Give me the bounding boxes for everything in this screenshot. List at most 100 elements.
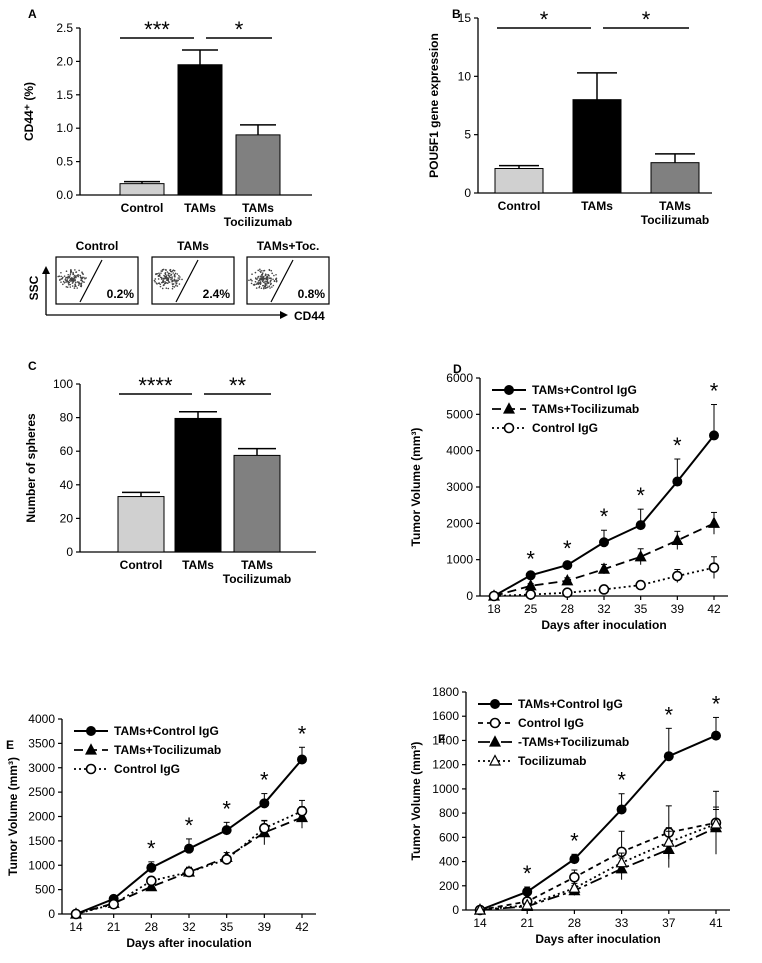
flow-event <box>71 285 74 287</box>
flow-event <box>275 273 277 276</box>
y-tick-label: 4000 <box>28 712 55 726</box>
flow-event <box>161 270 163 272</box>
point <box>488 590 500 602</box>
point <box>521 898 534 910</box>
flow-event <box>156 272 159 275</box>
x-tick-label: 42 <box>707 602 721 616</box>
point <box>708 562 720 573</box>
series-line <box>479 823 717 911</box>
category-label: TAMs <box>581 199 613 213</box>
point <box>297 754 307 765</box>
bar-chart-C: C 0 20 40 60 80 100 Number of spheres Control TAM… <box>24 359 316 586</box>
flow-event <box>162 279 165 281</box>
category-label: Control <box>120 558 163 572</box>
legend-entry: TAMs+Control IgG <box>532 383 637 397</box>
flow-event <box>176 273 179 275</box>
point <box>503 402 515 414</box>
flow-event <box>67 273 70 276</box>
flow-x-label: CD44 <box>294 309 325 323</box>
flow-y-label: SSC <box>27 275 41 300</box>
bar <box>177 64 223 196</box>
flow-event <box>161 287 164 290</box>
flow-event <box>172 272 175 274</box>
flow-event <box>273 274 275 277</box>
flow-event <box>267 274 270 277</box>
y-tick-label: 3000 <box>28 761 55 775</box>
flow-event <box>264 280 266 283</box>
flow-event <box>250 282 253 285</box>
y-tick-label: 1000 <box>446 553 473 567</box>
flow-event <box>162 284 165 286</box>
point <box>489 717 501 729</box>
flow-event <box>65 286 68 288</box>
flow-event <box>80 279 82 281</box>
flow-event <box>252 283 255 286</box>
line-chart-F: F 0 200 400 600 800 1000 1200 1400 1600 1800 14 21 28… <box>409 685 730 946</box>
category-label: Tocilizumab <box>224 215 292 229</box>
flow-event <box>83 281 85 283</box>
category-label: Control <box>498 199 541 213</box>
category-label: TAMs <box>184 201 216 215</box>
flow-event <box>264 285 266 288</box>
y-tick-label: 0 <box>464 186 471 200</box>
point <box>86 726 96 736</box>
flow-gate-line <box>175 259 199 303</box>
flow-event <box>253 283 256 286</box>
y-axis-label: Number of spheres <box>24 413 38 523</box>
point <box>616 804 627 815</box>
flow-event <box>72 273 75 276</box>
flow-event <box>156 283 158 285</box>
x-tick-label: 37 <box>662 916 676 930</box>
flow-event <box>171 287 174 290</box>
y-tick-label: 3000 <box>446 480 473 494</box>
flow-event <box>74 280 76 282</box>
category-label: TAMs <box>241 558 273 572</box>
flow-event <box>160 272 162 274</box>
y-tick-label: 4000 <box>446 444 473 458</box>
x-tick-label: 33 <box>615 916 629 930</box>
legend-entry: -TAMs+Tocilizumab <box>518 735 629 749</box>
flow-event <box>259 268 261 271</box>
point <box>635 520 646 531</box>
point <box>569 871 580 883</box>
flow-event <box>257 277 259 279</box>
flow-event <box>163 274 165 277</box>
flow-event <box>259 270 261 272</box>
flow-event <box>81 272 84 275</box>
legend-entry: Tocilizumab <box>518 754 586 768</box>
flow-event <box>154 278 157 280</box>
flow-event <box>75 276 77 279</box>
bar <box>117 496 165 553</box>
flow-event <box>178 278 181 280</box>
flow-event <box>177 277 180 279</box>
y-axis-label: Tumor Volume (mm³) <box>409 742 423 861</box>
point <box>561 573 574 586</box>
y-tick-label: 1000 <box>28 858 55 872</box>
significance-star: * <box>526 546 535 571</box>
flow-event <box>248 279 250 282</box>
flow-event <box>159 285 162 288</box>
y-tick-label: 500 <box>35 883 55 897</box>
flow-event <box>167 287 170 290</box>
y-tick-label: 80 <box>60 411 74 425</box>
flow-event <box>76 281 79 283</box>
flow-event <box>162 281 164 284</box>
x-tick-label: 28 <box>561 602 575 616</box>
flow-event <box>176 285 179 287</box>
x-tick-label: 39 <box>671 602 685 616</box>
panel-label: C <box>28 359 37 373</box>
point <box>710 817 722 829</box>
flow-event <box>60 281 62 283</box>
point <box>598 562 610 574</box>
flow-event <box>75 285 77 288</box>
flow-event <box>165 287 168 289</box>
x-tick-label: 35 <box>220 920 234 934</box>
point <box>474 903 486 915</box>
flow-event <box>157 282 160 285</box>
line-chart-D: D 0 1000 2000 3000 4000 5000 6000 18 25 28 32 35 39 42… <box>409 362 728 632</box>
y-tick-label: 400 <box>439 855 459 869</box>
flow-event <box>260 273 263 276</box>
flow-event <box>269 277 271 280</box>
flow-event <box>267 282 270 284</box>
flow-event <box>275 278 277 280</box>
